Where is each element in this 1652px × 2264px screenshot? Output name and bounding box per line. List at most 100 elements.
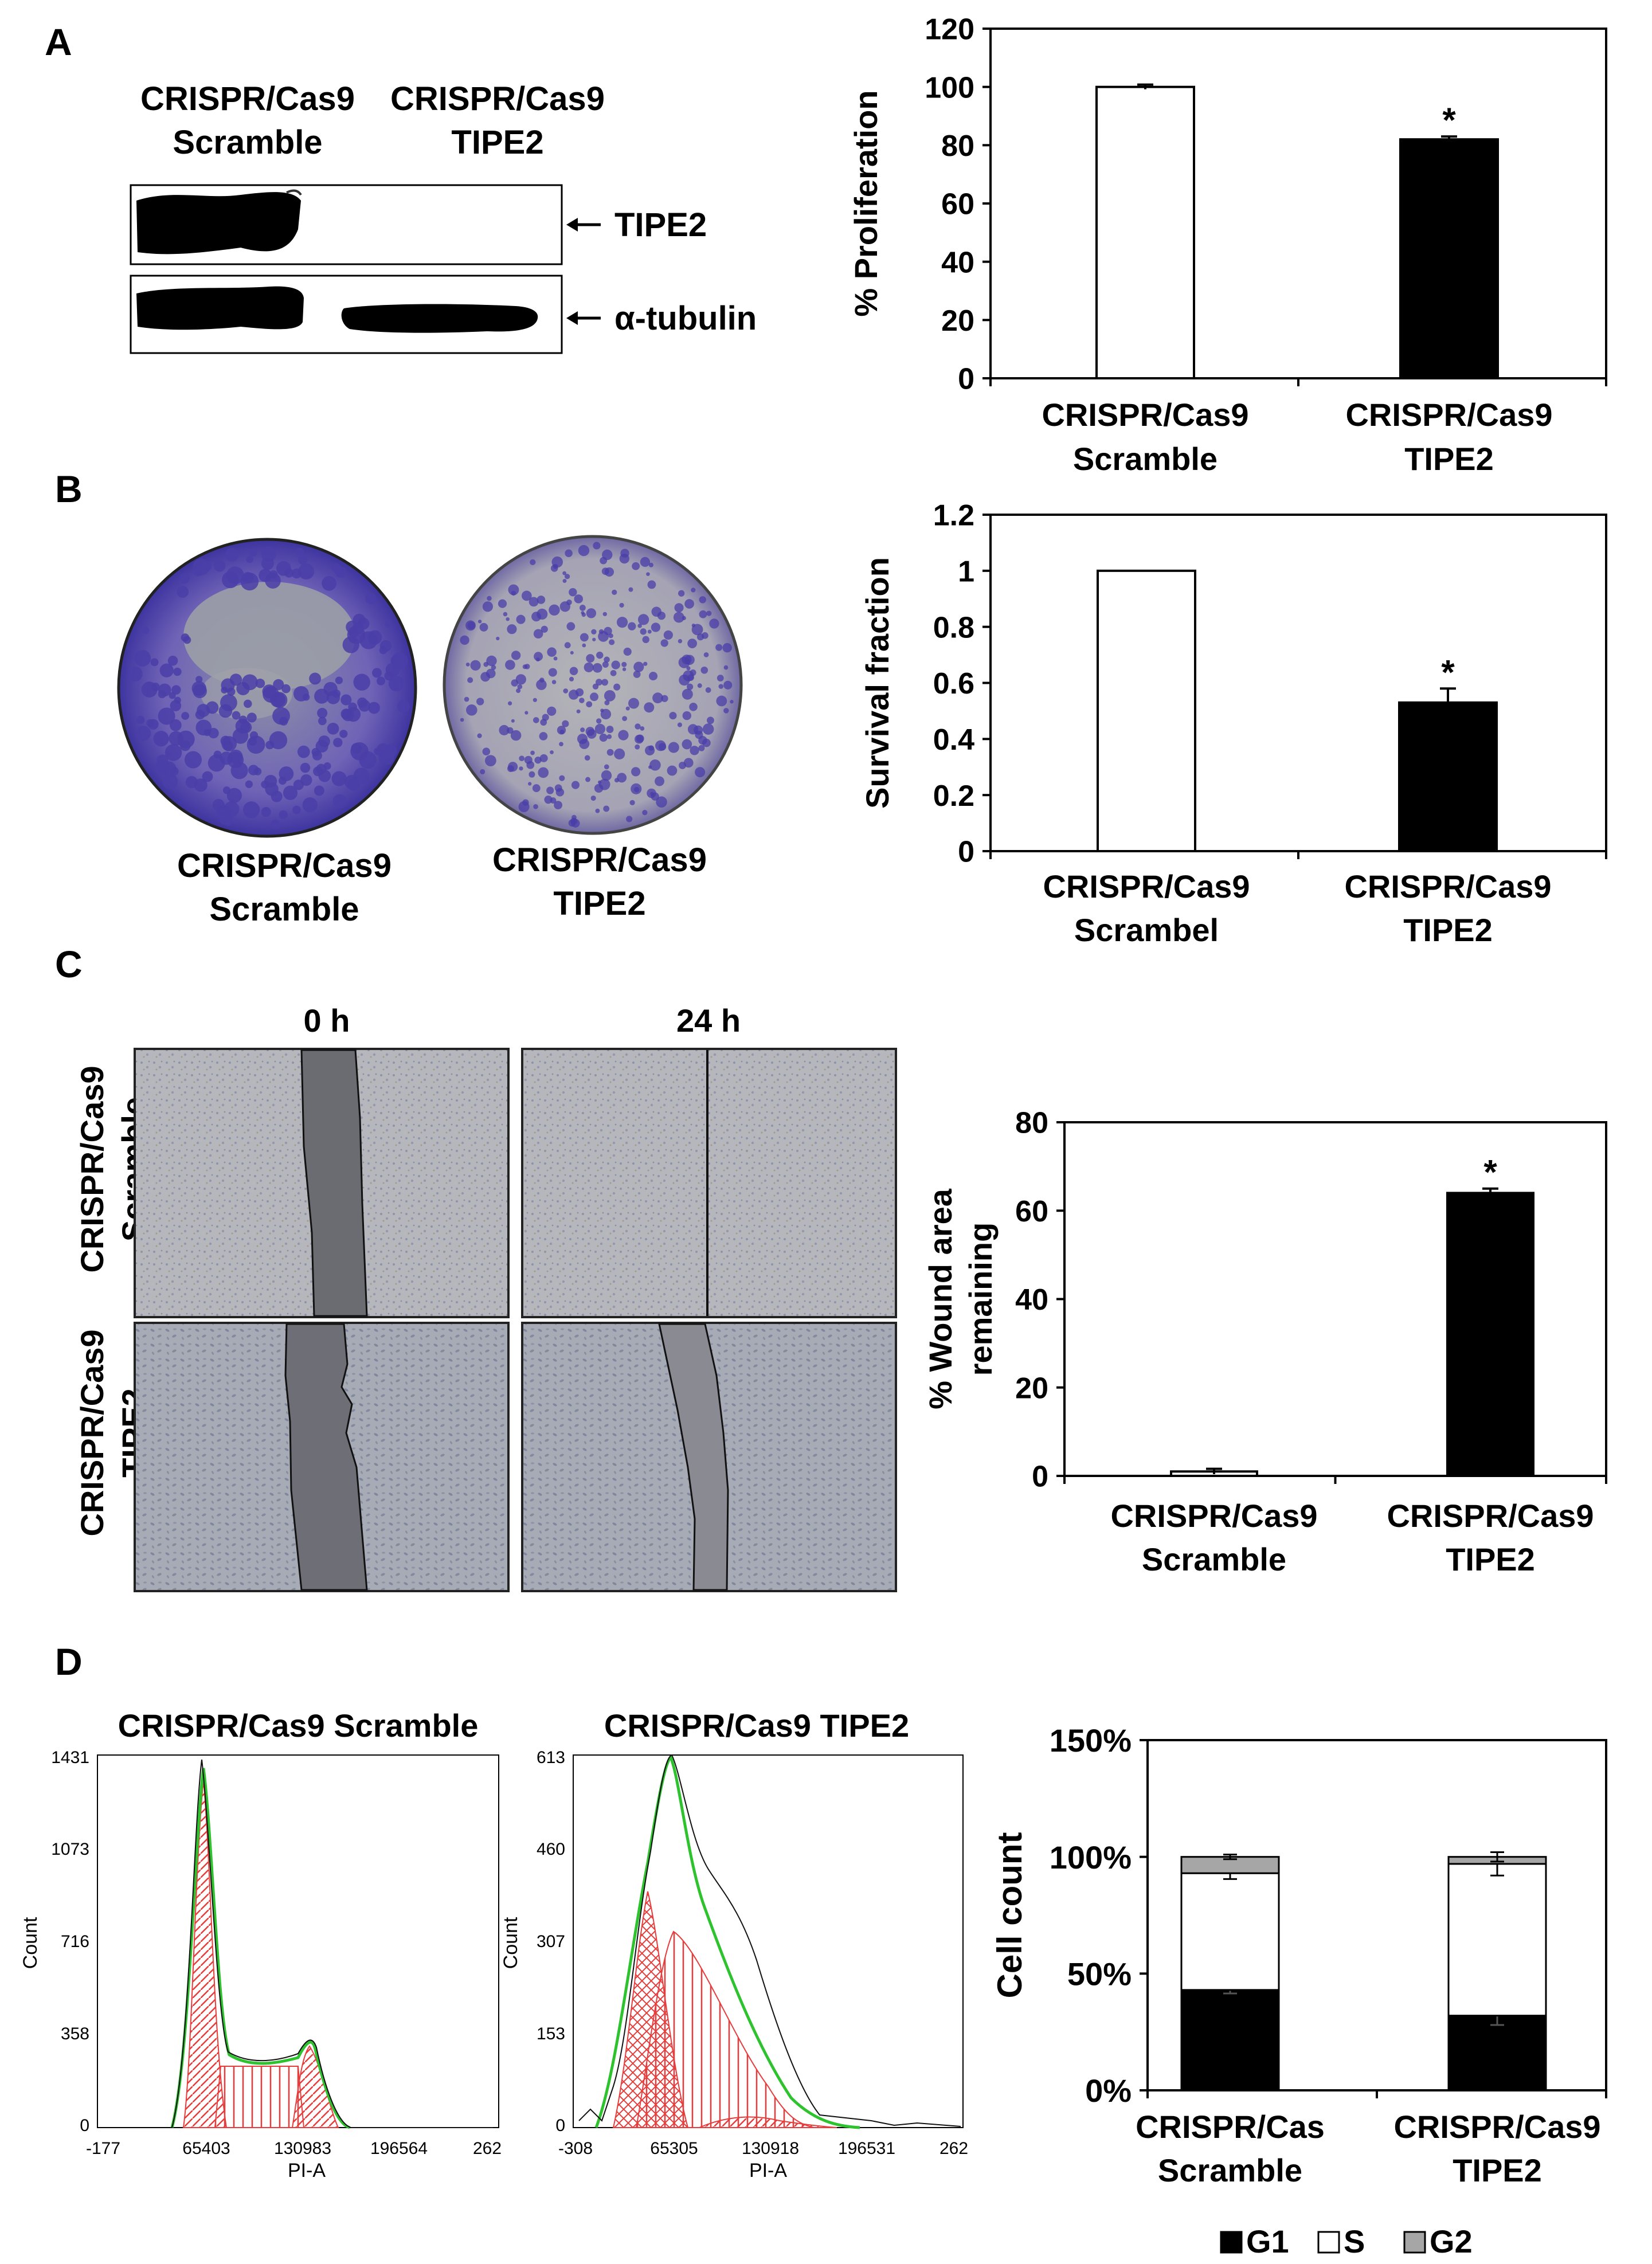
colony-dot xyxy=(194,778,208,792)
colony-dot xyxy=(595,808,600,813)
bar xyxy=(1399,138,1499,380)
colony-dot xyxy=(576,709,581,714)
colony-dot xyxy=(142,626,150,634)
colony-dot xyxy=(547,706,557,716)
colony-dot xyxy=(717,675,724,681)
colony-dot xyxy=(582,643,586,648)
colony-dot xyxy=(279,766,294,781)
colony-dot xyxy=(374,747,382,755)
colony-dot xyxy=(622,667,627,671)
y-tick-label: 0 xyxy=(958,363,974,396)
colony-dot xyxy=(584,662,594,672)
colony-dot xyxy=(322,576,336,591)
colony-dot xyxy=(482,747,491,756)
colony-dot xyxy=(655,776,665,786)
colony-dot xyxy=(677,722,683,727)
colony-dot xyxy=(602,661,609,668)
colony-dot xyxy=(537,596,546,604)
colony-dot xyxy=(568,690,579,700)
colony-dot xyxy=(603,805,610,812)
colony-dot xyxy=(482,601,494,612)
wound-row2-line1: CRISPR/Cas9 xyxy=(74,1329,110,1536)
colony-dot xyxy=(722,643,732,653)
colony-dot xyxy=(577,734,588,745)
colony-dot xyxy=(477,620,482,624)
colony-dot xyxy=(621,661,627,667)
x-category-label: CRISPR/Cas9 xyxy=(1043,868,1250,904)
colony-dot xyxy=(331,771,347,786)
colony-dot xyxy=(706,716,714,724)
colony-dot xyxy=(562,720,569,727)
colony-dot xyxy=(483,661,489,667)
colony-dot xyxy=(695,767,706,778)
colony-dot xyxy=(625,706,630,711)
colony-dot xyxy=(465,662,470,667)
colony-dot xyxy=(703,652,709,657)
colony-dot xyxy=(651,622,661,632)
colony-dot xyxy=(171,685,181,695)
colony-dot xyxy=(170,700,182,712)
stacked-bar-segment xyxy=(1447,2015,1547,2091)
colony-dot xyxy=(151,682,160,691)
colony-dot xyxy=(270,819,280,829)
colony-dot xyxy=(604,656,610,663)
colony-dot xyxy=(515,674,526,685)
y-tick-label: 20 xyxy=(941,304,974,338)
colony-dot xyxy=(235,719,250,734)
colony-dot xyxy=(357,697,367,708)
colony-dot xyxy=(150,658,159,667)
colony-dot xyxy=(678,590,685,597)
colony-dot xyxy=(318,716,327,726)
colony-dot xyxy=(691,624,703,636)
colony-dot xyxy=(652,692,663,704)
colony-dot xyxy=(592,637,596,641)
colony-dot xyxy=(467,621,476,630)
colony-dot xyxy=(208,728,219,739)
colony-dot xyxy=(156,754,169,766)
colony-dot xyxy=(604,764,609,770)
colony-dot xyxy=(622,716,628,722)
colony-dot xyxy=(539,754,548,762)
colony-dot xyxy=(684,599,694,609)
flow2-xtick: -308 xyxy=(558,2139,593,2158)
colony-dot xyxy=(153,731,169,747)
colony-dot xyxy=(606,734,612,739)
bar xyxy=(1398,701,1498,853)
colony-dot xyxy=(384,671,394,681)
colony-dot xyxy=(656,796,667,808)
blot-lane2-label-line1: CRISPR/Cas9 xyxy=(390,80,605,117)
colony-dot xyxy=(202,771,213,782)
x-category-label: Scramble xyxy=(1142,1541,1286,1577)
colony-dot xyxy=(667,765,678,776)
colony-dot xyxy=(565,549,573,558)
colony-dot xyxy=(699,596,707,604)
colony-dot xyxy=(335,676,343,684)
colony-dot xyxy=(682,688,693,700)
colony-dot xyxy=(538,767,549,778)
bar xyxy=(1446,1192,1534,1477)
colony-dot xyxy=(564,642,571,649)
colony-dot xyxy=(245,780,253,788)
colony-dot xyxy=(508,584,519,596)
flow1-ytick: 1073 xyxy=(51,1840,89,1859)
colony-dot xyxy=(379,646,387,655)
colony-dot xyxy=(554,784,562,792)
colony-dot xyxy=(255,678,265,688)
legend-label: G2 xyxy=(1430,2223,1473,2259)
colony-dot xyxy=(571,781,580,789)
colony-dot xyxy=(550,750,554,754)
colony-dot xyxy=(269,731,288,750)
colony-dot xyxy=(617,773,627,783)
colony-dot xyxy=(359,751,377,769)
colony-dot xyxy=(580,727,585,733)
dish-tipe2 xyxy=(443,535,743,835)
colony-dot xyxy=(690,669,696,676)
y-axis-label: % Proliferation xyxy=(848,90,884,316)
colony-dot xyxy=(658,743,667,751)
colony-dot xyxy=(699,610,707,618)
flow1-ytick: 358 xyxy=(61,2024,89,2043)
flow1-xlabel: PI-A xyxy=(288,2160,326,2181)
y-axis-label: Survival fraction xyxy=(859,557,895,809)
chart-proliferation: 0 20 40 60 80 100 120 % Proliferation CRISPR/Cas… xyxy=(848,13,1607,477)
colony-dot xyxy=(643,661,648,666)
